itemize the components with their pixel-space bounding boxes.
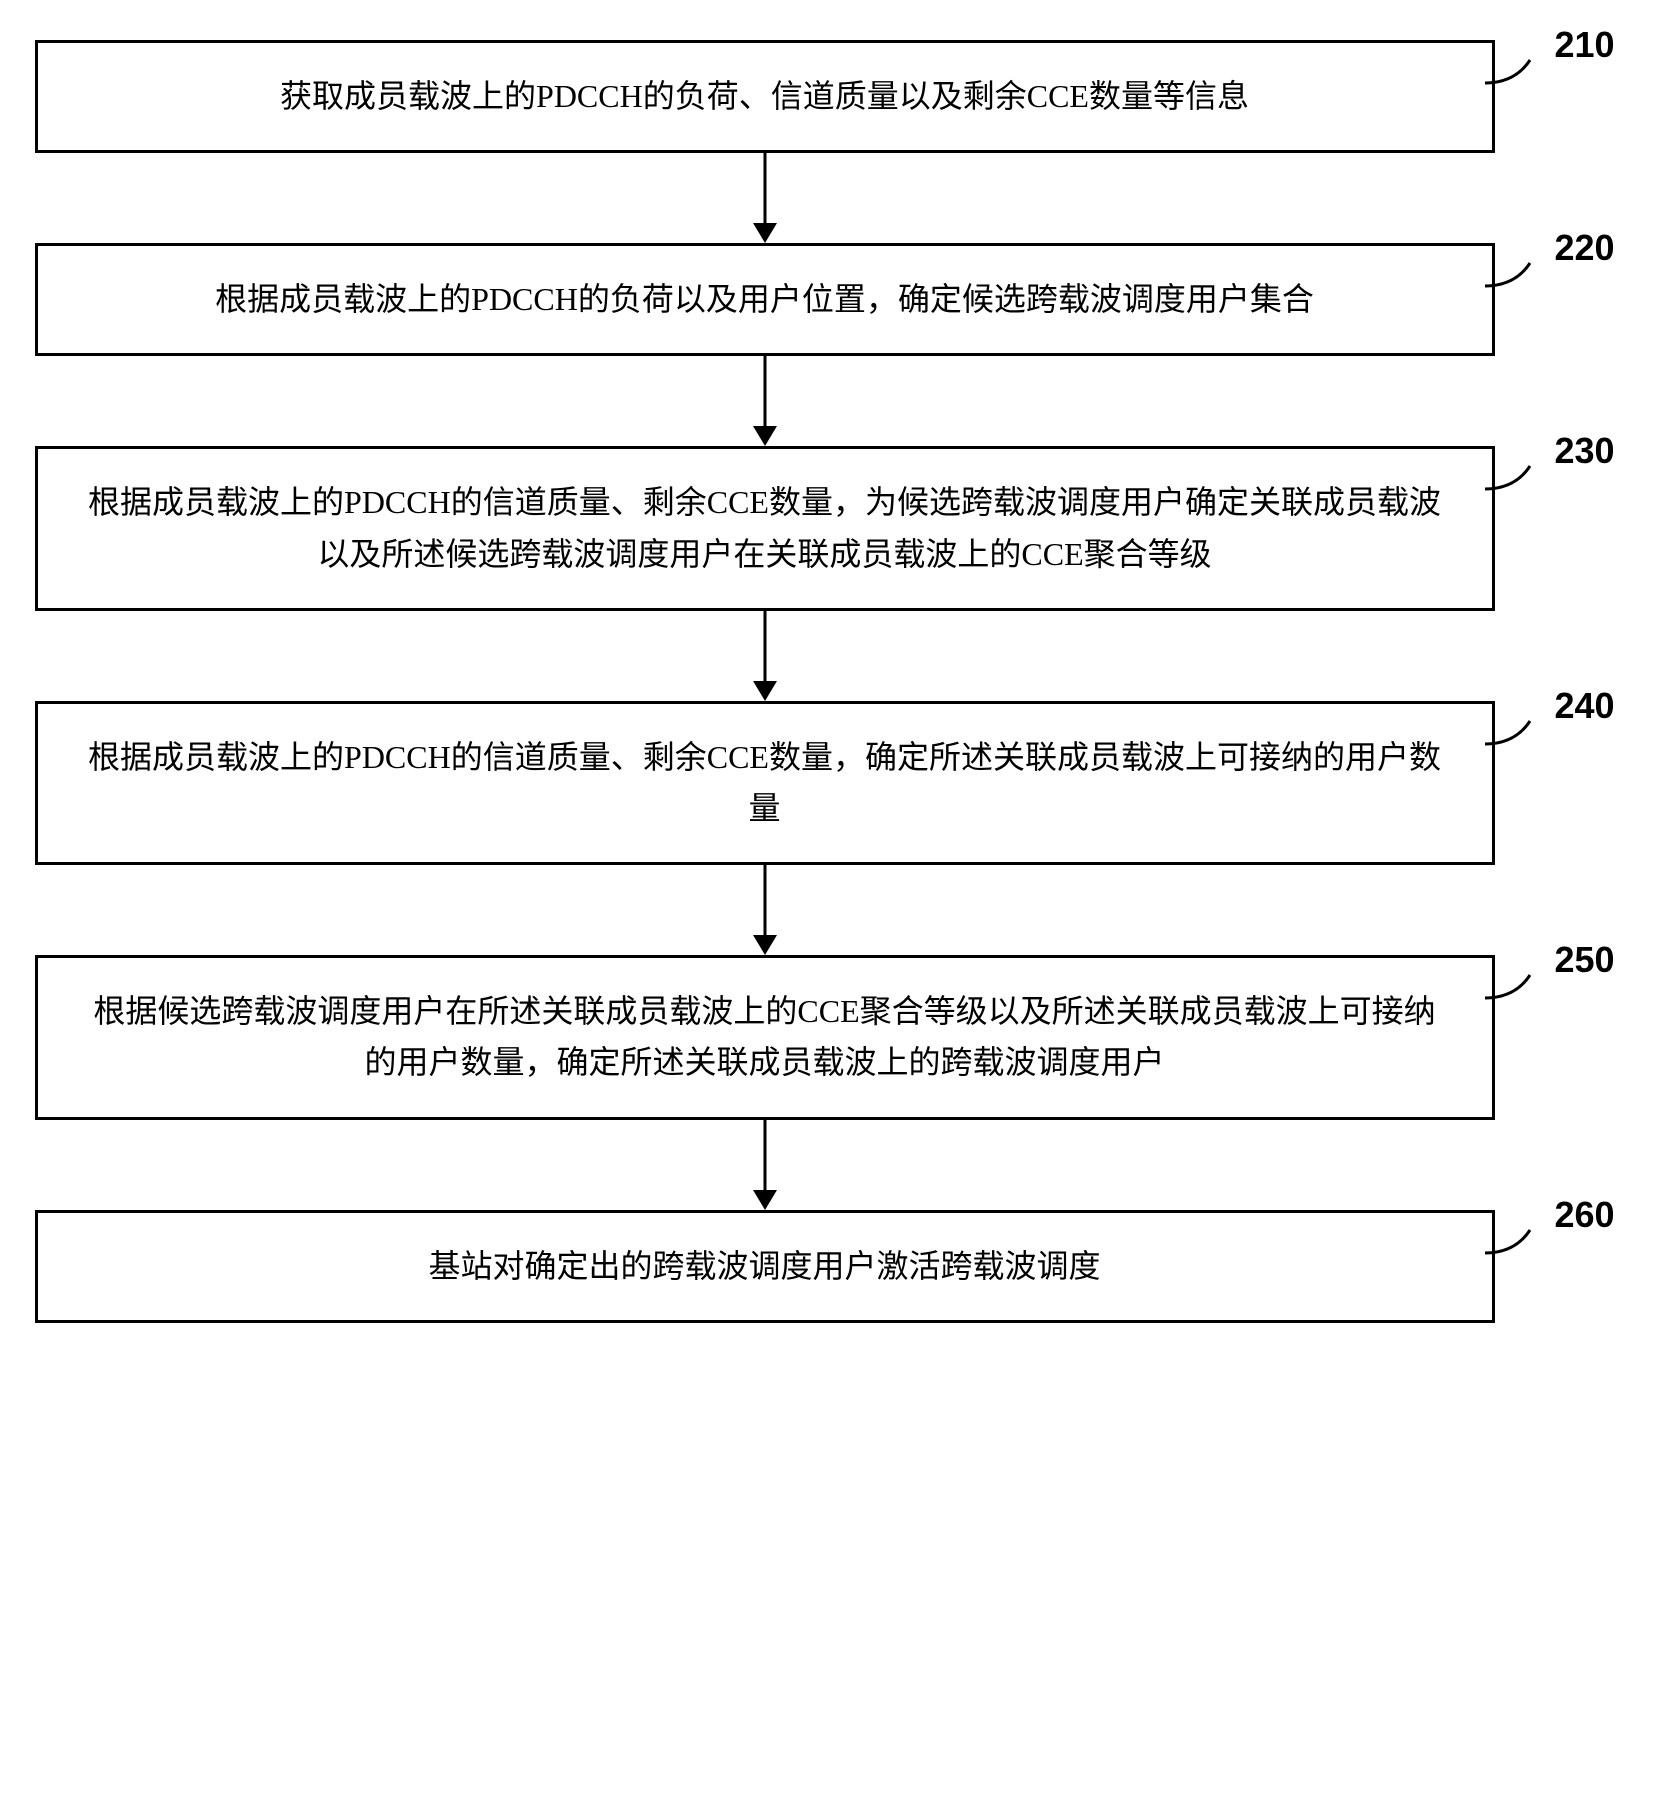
step-box-240: 根据成员载波上的PDCCH的信道质量、剩余CCE数量，确定所述关联成员载波上可接… — [35, 701, 1495, 865]
arrow-down-icon — [750, 611, 780, 701]
curve-connector — [1485, 454, 1555, 504]
arrow-wrap — [35, 865, 1635, 955]
step-text: 根据成员载波上的PDCCH的信道质量、剩余CCE数量，为候选跨载波调度用户确定关… — [78, 477, 1452, 579]
step-box-260: 基站对确定出的跨载波调度用户激活跨载波调度 — [35, 1210, 1495, 1323]
step-row: 根据成员载波上的PDCCH的负荷以及用户位置，确定候选跨载波调度用户集合 220 — [35, 243, 1635, 356]
curve-connector — [1485, 963, 1555, 1013]
curve-connector — [1485, 251, 1555, 301]
step-text: 获取成员载波上的PDCCH的负荷、信道质量以及剩余CCE数量等信息 — [280, 71, 1249, 122]
step-row: 根据成员载波上的PDCCH的信道质量、剩余CCE数量，确定所述关联成员载波上可接… — [35, 701, 1635, 865]
step-label: 250 — [1555, 939, 1615, 981]
step-box-230: 根据成员载波上的PDCCH的信道质量、剩余CCE数量，为候选跨载波调度用户确定关… — [35, 446, 1495, 610]
step-text: 根据候选跨载波调度用户在所述关联成员载波上的CCE聚合等级以及所述关联成员载波上… — [78, 986, 1452, 1088]
step-label: 240 — [1555, 685, 1615, 727]
step-row: 根据候选跨载波调度用户在所述关联成员载波上的CCE聚合等级以及所述关联成员载波上… — [35, 955, 1635, 1119]
arrow-wrap — [35, 356, 1635, 446]
curve-connector — [1485, 1218, 1555, 1268]
flowchart-container: 获取成员载波上的PDCCH的负荷、信道质量以及剩余CCE数量等信息 210 根据… — [35, 40, 1635, 1323]
step-box-210: 获取成员载波上的PDCCH的负荷、信道质量以及剩余CCE数量等信息 — [35, 40, 1495, 153]
step-box-250: 根据候选跨载波调度用户在所述关联成员载波上的CCE聚合等级以及所述关联成员载波上… — [35, 955, 1495, 1119]
arrow-down-icon — [750, 153, 780, 243]
arrow-down-icon — [750, 356, 780, 446]
step-text: 根据成员载波上的PDCCH的信道质量、剩余CCE数量，确定所述关联成员载波上可接… — [78, 732, 1452, 834]
arrow-wrap — [35, 153, 1635, 243]
arrow-down-icon — [750, 865, 780, 955]
arrow-down-icon — [750, 1120, 780, 1210]
step-row: 获取成员载波上的PDCCH的负荷、信道质量以及剩余CCE数量等信息 210 — [35, 40, 1635, 153]
step-label: 230 — [1555, 430, 1615, 472]
curve-connector — [1485, 709, 1555, 759]
arrow-wrap — [35, 611, 1635, 701]
step-row: 根据成员载波上的PDCCH的信道质量、剩余CCE数量，为候选跨载波调度用户确定关… — [35, 446, 1635, 610]
step-text: 基站对确定出的跨载波调度用户激活跨载波调度 — [428, 1241, 1100, 1292]
step-label: 210 — [1555, 24, 1615, 66]
step-label: 260 — [1555, 1194, 1615, 1236]
step-box-220: 根据成员载波上的PDCCH的负荷以及用户位置，确定候选跨载波调度用户集合 — [35, 243, 1495, 356]
curve-connector — [1485, 48, 1555, 98]
arrow-wrap — [35, 1120, 1635, 1210]
step-label: 220 — [1555, 227, 1615, 269]
step-row: 基站对确定出的跨载波调度用户激活跨载波调度 260 — [35, 1210, 1635, 1323]
step-text: 根据成员载波上的PDCCH的负荷以及用户位置，确定候选跨载波调度用户集合 — [215, 274, 1314, 325]
